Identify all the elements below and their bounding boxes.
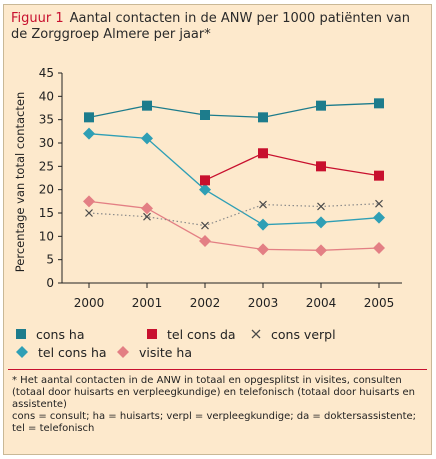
- x-tick-label: 2005: [364, 296, 395, 310]
- legend-item-tel-cons-ha: tel cons ha: [16, 344, 107, 360]
- series-tel-cons-da: [200, 148, 384, 186]
- chart-legend: cons ha tel cons da cons verpl tel cons …: [4, 323, 433, 363]
- legend-label-visite-ha: visite ha: [139, 344, 193, 360]
- footnote-line-3: tel = telefonisch: [12, 423, 95, 434]
- data-point-cons-verpl: [143, 212, 151, 221]
- legend-item-visite-ha: visite ha: [117, 344, 192, 360]
- y-tick-label: 30: [39, 136, 54, 150]
- figure-caption-text: Aantal contacten in de ANW per 1000 pati…: [11, 11, 410, 42]
- figure-panel: Figuur 1 Aantal contacten in de ANW per 1…: [3, 4, 432, 455]
- data-point-tel-cons-da: [200, 175, 210, 186]
- data-point-visite-ha: [257, 243, 269, 256]
- series-line-tel-cons-da: [204, 152, 380, 181]
- y-axis-title: Percentage van total contacten: [13, 92, 27, 273]
- y-tick-label: 0: [46, 276, 54, 290]
- data-point-visite-ha: [199, 235, 211, 247]
- data-point-visite-ha: [315, 244, 327, 257]
- figure-label: Figuur 1: [11, 11, 64, 26]
- data-point-tel-cons-ha: [373, 211, 385, 224]
- data-point-visite-ha: [373, 242, 385, 254]
- footnote-line-1: * Het aantal contacten in de ANW in tota…: [12, 375, 415, 410]
- chart-axes: [58, 72, 402, 288]
- square-marker-icon: [16, 329, 26, 339]
- y-tick-label: 10: [39, 229, 54, 243]
- data-point-tel-cons-ha: [257, 218, 269, 231]
- data-point-tel-cons-ha: [315, 216, 327, 229]
- data-point-cons-verpl: [375, 199, 383, 208]
- y-tick-label: 5: [46, 253, 54, 267]
- diamond-marker-icon: [16, 346, 28, 358]
- footnote-divider: [8, 369, 427, 370]
- data-point-tel-cons-ha: [83, 127, 95, 140]
- data-point-cons-ha: [258, 112, 268, 123]
- legend-item-cons-ha: cons ha: [16, 326, 85, 342]
- y-tick-labels: 0 5 10 15 20 25 30 35 40 45: [39, 66, 54, 290]
- data-point-cons-ha: [200, 110, 210, 120]
- data-point-cons-ha: [142, 100, 152, 111]
- data-point-tel-cons-ha: [141, 132, 153, 145]
- series-line-visite-ha: [88, 200, 380, 251]
- legend-label-tel-cons-da: tel cons da: [167, 326, 236, 342]
- series-cons-ha: [84, 98, 384, 123]
- legend-label-cons-verpl: cons verpl: [271, 326, 336, 342]
- data-point-cons-verpl: [201, 221, 209, 230]
- data-point-cons-ha: [84, 112, 94, 123]
- x-tick-label: 2003: [248, 296, 279, 310]
- data-point-cons-verpl: [317, 202, 325, 211]
- series-line-cons-ha: [88, 102, 380, 118]
- legend-item-tel-cons-da: tel cons da: [147, 326, 236, 342]
- data-point-tel-cons-da: [374, 170, 384, 181]
- x-tick-label: 2000: [74, 296, 105, 310]
- data-point-cons-verpl: [85, 209, 93, 217]
- data-point-cons-verpl: [259, 200, 267, 209]
- y-tick-label: 45: [39, 66, 54, 80]
- y-tick-label: 15: [39, 206, 54, 220]
- x-tick-label: 2001: [132, 296, 163, 310]
- series-line-tel-cons-ha: [88, 133, 380, 226]
- x-marker-icon: [251, 329, 261, 339]
- y-tick-label: 40: [39, 89, 54, 103]
- series-visite-ha: [83, 195, 385, 257]
- series-layer: [83, 98, 385, 257]
- legend-label-cons-ha: cons ha: [36, 326, 85, 342]
- data-point-visite-ha: [141, 202, 153, 215]
- x-tick-labels: 2000 2001 2002 2003 2004 2005: [74, 296, 395, 310]
- series-cons-verpl: [85, 199, 383, 230]
- y-tick-label: 20: [39, 183, 54, 197]
- x-tick-label: 2004: [306, 296, 337, 310]
- y-tick-label: 25: [39, 159, 54, 173]
- series-tel-cons-ha: [83, 127, 385, 231]
- data-point-visite-ha: [83, 195, 95, 208]
- figure-caption: Figuur 1 Aantal contacten in de ANW per 1…: [11, 11, 429, 43]
- data-point-tel-cons-ha: [199, 183, 211, 196]
- diamond-marker-icon: [117, 346, 129, 358]
- legend-label-tel-cons-ha: tel cons ha: [38, 344, 107, 360]
- legend-item-cons-verpl: cons verpl: [251, 326, 336, 342]
- y-tick-label: 35: [39, 113, 54, 127]
- square-marker-icon: [147, 329, 157, 339]
- footnote: * Het aantal contacten in de ANW in tota…: [12, 375, 428, 435]
- data-point-tel-cons-da: [258, 148, 268, 159]
- series-line-cons-verpl: [88, 203, 380, 227]
- data-point-cons-ha: [374, 98, 384, 109]
- x-tick-label: 2002: [190, 296, 221, 310]
- data-point-tel-cons-da: [316, 161, 326, 172]
- footnote-line-2: cons = consult; ha = huisarts; verpl = v…: [12, 411, 417, 422]
- data-point-cons-ha: [316, 100, 326, 111]
